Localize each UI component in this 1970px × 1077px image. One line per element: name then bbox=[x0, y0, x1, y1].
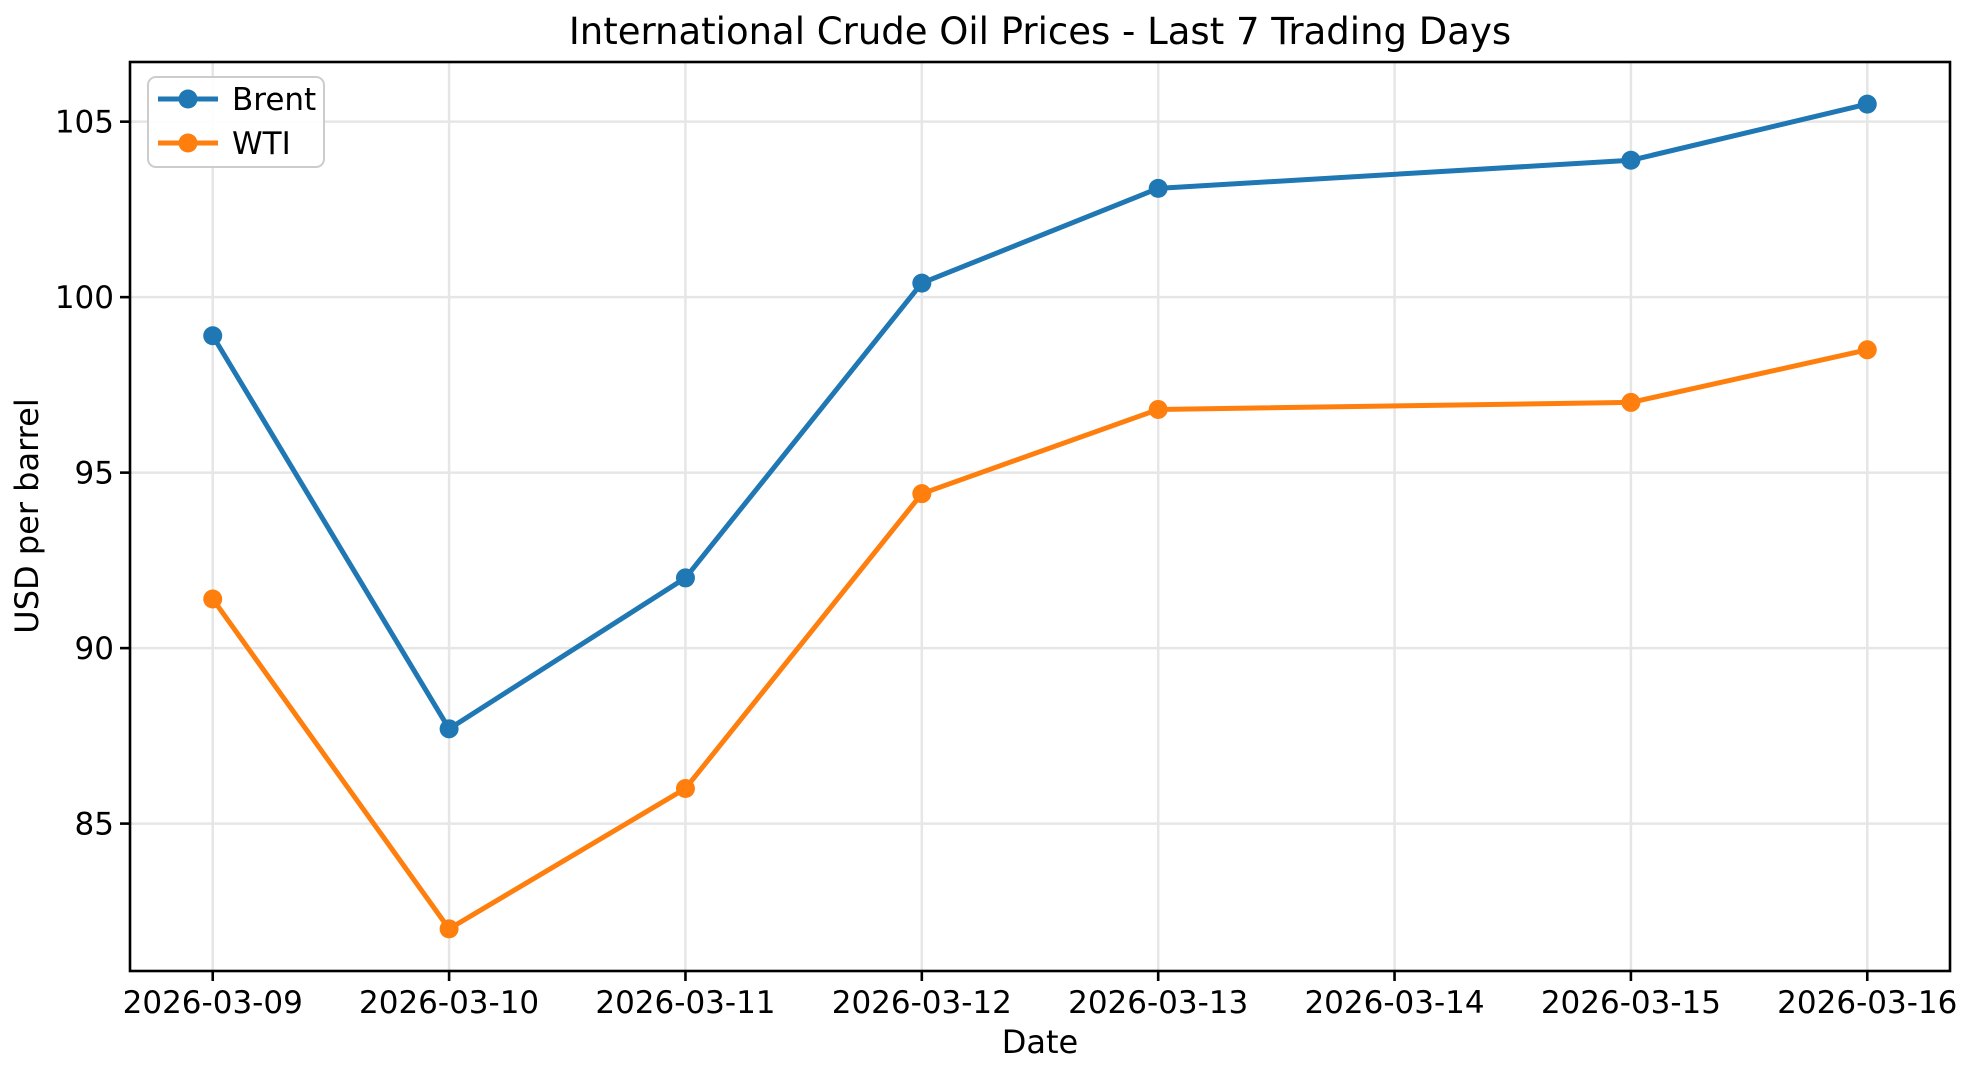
x-tick-label: 2026-03-15 bbox=[1541, 985, 1721, 1021]
data-point-wti bbox=[1148, 399, 1168, 419]
data-point-brent bbox=[675, 568, 695, 588]
data-point-brent bbox=[203, 326, 223, 346]
y-tick-label: 85 bbox=[75, 807, 114, 843]
series-line-brent bbox=[210, 101, 1870, 732]
chart-title: International Crude Oil Prices - Last 7 … bbox=[569, 10, 1511, 53]
data-point-wti bbox=[675, 778, 695, 798]
legend-label-brent: Brent bbox=[232, 82, 316, 118]
data-point-brent bbox=[912, 273, 932, 293]
x-tick-label: 2026-03-16 bbox=[1777, 985, 1957, 1021]
y-tick-label: 105 bbox=[55, 105, 114, 141]
y-tick-label: 100 bbox=[55, 280, 114, 316]
series-line-wti bbox=[210, 347, 1870, 932]
grid-layer bbox=[130, 62, 1950, 971]
y-axis-label: USD per barrel bbox=[8, 398, 46, 633]
data-point-wti bbox=[912, 484, 932, 504]
series-layer bbox=[203, 94, 1877, 939]
data-point-brent bbox=[1857, 94, 1877, 114]
legend-marker bbox=[178, 89, 198, 109]
data-point-brent bbox=[1621, 150, 1641, 170]
x-tick-label: 2026-03-12 bbox=[832, 985, 1012, 1021]
x-tick-label: 2026-03-09 bbox=[123, 985, 303, 1021]
x-tick-label: 2026-03-14 bbox=[1304, 985, 1484, 1021]
x-axis-label: Date bbox=[1002, 1023, 1078, 1061]
x-tick-label: 2026-03-13 bbox=[1068, 985, 1248, 1021]
data-point-wti bbox=[439, 919, 459, 939]
data-point-wti bbox=[1621, 392, 1641, 412]
x-tick-label: 2026-03-11 bbox=[595, 985, 775, 1021]
plot-area-border bbox=[128, 60, 1952, 973]
data-point-wti bbox=[203, 589, 223, 609]
y-tick-label: 90 bbox=[75, 631, 114, 667]
data-point-wti bbox=[1857, 340, 1877, 360]
data-point-brent bbox=[439, 719, 459, 739]
legend: Brent WTI bbox=[147, 76, 325, 168]
y-tick-label: 95 bbox=[75, 456, 114, 492]
legend-label-wti: WTI bbox=[232, 126, 291, 162]
tick-layer: 2026-03-09 2026-03-10 2026-03-11 2026-03-12… bbox=[55, 105, 1958, 1021]
x-tick-label: 2026-03-10 bbox=[359, 985, 539, 1021]
data-point-brent bbox=[1148, 178, 1168, 198]
legend-marker bbox=[178, 133, 198, 153]
